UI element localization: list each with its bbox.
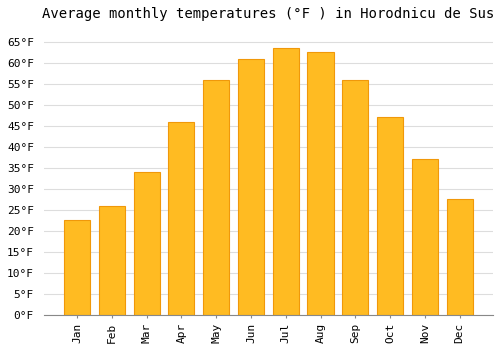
Bar [308,52,334,315]
Bar [446,199,472,315]
Bar [342,79,368,315]
Bar [412,160,438,315]
Bar [203,79,229,315]
Bar [99,206,125,315]
Bar [64,220,90,315]
Title: Average monthly temperatures (°F ) in Horodnicu de Sus: Average monthly temperatures (°F ) in Ho… [42,7,494,21]
Bar [134,172,160,315]
Bar [272,48,299,315]
Bar [377,117,403,315]
Bar [168,121,194,315]
Bar [238,58,264,315]
